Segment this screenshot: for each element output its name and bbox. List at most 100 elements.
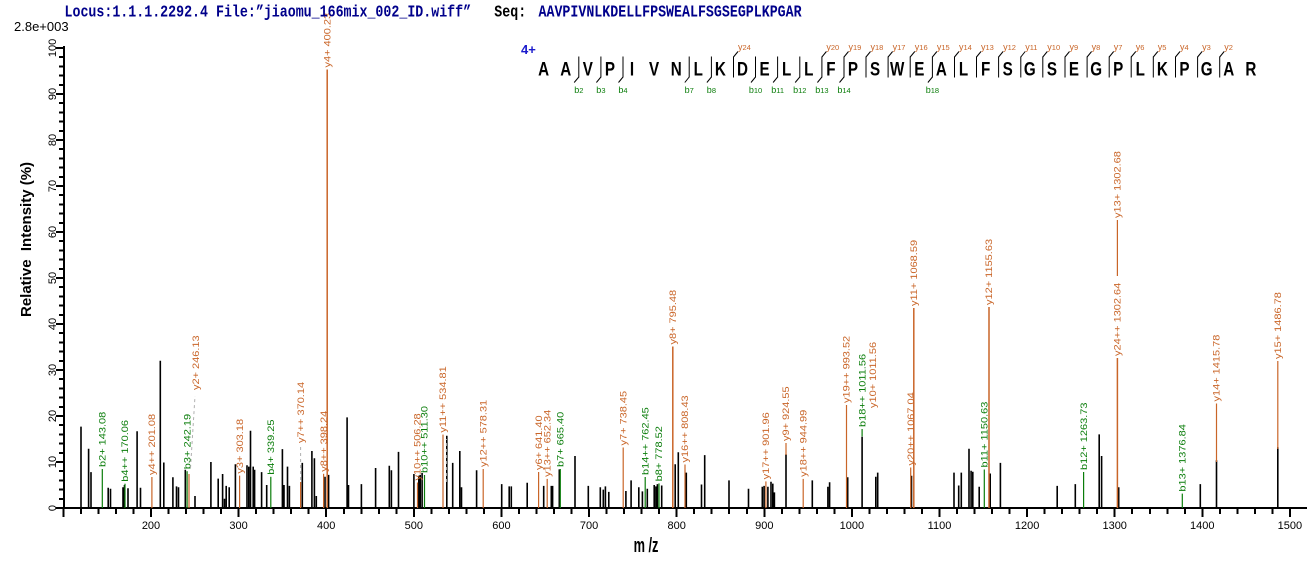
svg-text:70: 70 xyxy=(47,180,59,192)
svg-text:E: E xyxy=(1069,58,1079,80)
svg-text:2.8e+003: 2.8e+003 xyxy=(14,19,69,34)
svg-text:L: L xyxy=(959,58,968,80)
svg-text:b12+ 1263.73: b12+ 1263.73 xyxy=(1080,402,1090,470)
svg-text:N: N xyxy=(671,58,682,80)
svg-text:R: R xyxy=(1245,58,1256,80)
svg-text:y18: y18 xyxy=(871,42,884,52)
svg-text:A: A xyxy=(936,58,947,80)
svg-text:50: 50 xyxy=(47,272,59,284)
svg-text:10: 10 xyxy=(47,456,59,468)
svg-text:b12: b12 xyxy=(793,85,806,95)
svg-text:y3: y3 xyxy=(1202,42,1211,52)
svg-text:L: L xyxy=(804,58,813,80)
svg-text:b18++ 1011.56: b18++ 1011.56 xyxy=(858,354,868,427)
svg-text:L: L xyxy=(782,58,791,80)
svg-text:y13++ 652.34: y13++ 652.34 xyxy=(543,409,553,477)
svg-text:1300: 1300 xyxy=(1102,520,1126,532)
svg-text:b11+ 1150.63: b11+ 1150.63 xyxy=(980,401,990,467)
svg-text:S: S xyxy=(1047,58,1057,80)
svg-text:y17: y17 xyxy=(893,42,906,52)
svg-text:y12+ 1155.63: y12+ 1155.63 xyxy=(985,239,995,305)
svg-text:y12: y12 xyxy=(1003,42,1016,52)
svg-text:y4: y4 xyxy=(1180,42,1189,52)
svg-text:P: P xyxy=(848,58,858,80)
svg-text:b13+ 1376.84: b13+ 1376.84 xyxy=(1178,424,1188,492)
svg-text:y13: y13 xyxy=(981,42,994,52)
svg-text:y16: y16 xyxy=(915,42,928,52)
svg-text:y10++ 506.28: y10++ 506.28 xyxy=(413,413,423,481)
svg-text:90: 90 xyxy=(47,88,59,100)
svg-text:E: E xyxy=(760,58,770,80)
svg-text:W: W xyxy=(890,58,905,80)
svg-text:y15+ 1486.78: y15+ 1486.78 xyxy=(1274,292,1284,359)
svg-text:b7+ 665.40: b7+ 665.40 xyxy=(556,411,566,467)
svg-text:y9+ 924.55: y9+ 924.55 xyxy=(782,386,792,441)
svg-text:1200: 1200 xyxy=(1015,520,1039,532)
svg-text:y4+ 400.23: y4+ 400.23 xyxy=(323,12,333,67)
svg-text:K: K xyxy=(715,58,726,80)
svg-text:y2+ 246.13: y2+ 246.13 xyxy=(192,335,202,390)
svg-text:y16++ 808.43: y16++ 808.43 xyxy=(681,395,691,463)
svg-text:F: F xyxy=(826,58,835,80)
svg-text:y14: y14 xyxy=(959,42,972,52)
svg-text:1000: 1000 xyxy=(840,520,864,532)
svg-text:y8++ 398.24: y8++ 398.24 xyxy=(320,410,330,471)
svg-text:y19++ 993.52: y19++ 993.52 xyxy=(842,335,852,403)
svg-text:700: 700 xyxy=(580,520,598,532)
svg-text:Seq:: Seq: xyxy=(494,2,526,22)
svg-text:b10: b10 xyxy=(749,85,762,95)
svg-text:20: 20 xyxy=(47,410,59,422)
svg-text:y13+ 1302.68: y13+ 1302.68 xyxy=(1113,151,1123,218)
svg-text:AAVPIVNLKDELLFPSWEALFSGSEGPLKP: AAVPIVNLKDELLFPSWEALFSGSEGPLKPGAR xyxy=(539,2,803,22)
svg-text:K: K xyxy=(1157,58,1168,80)
svg-text:y11+ 1068.59: y11+ 1068.59 xyxy=(910,240,920,306)
svg-text:b4++ 170.06: b4++ 170.06 xyxy=(121,420,131,482)
svg-text:y4++ 201.08: y4++ 201.08 xyxy=(148,414,158,475)
svg-text:V: V xyxy=(649,58,660,80)
svg-text:500: 500 xyxy=(405,520,423,532)
svg-text:y3+ 303.18: y3+ 303.18 xyxy=(236,419,246,474)
svg-text:y20: y20 xyxy=(826,42,839,52)
svg-text:y14+ 1415.78: y14+ 1415.78 xyxy=(1212,334,1222,401)
svg-text:y7++ 370.14: y7++ 370.14 xyxy=(297,382,307,443)
svg-text:I: I xyxy=(630,58,634,80)
svg-text:V: V xyxy=(583,58,594,80)
svg-text:P: P xyxy=(1113,58,1123,80)
svg-text:y7: y7 xyxy=(1114,42,1123,52)
svg-text:b11: b11 xyxy=(771,85,784,95)
svg-text:y10+ 1011.56: y10+ 1011.56 xyxy=(869,342,879,408)
svg-text:y6+ 641.40: y6+ 641.40 xyxy=(535,415,545,470)
svg-text:b4: b4 xyxy=(618,85,627,95)
svg-text:F: F xyxy=(981,58,990,80)
svg-text:y11: y11 xyxy=(1025,42,1037,52)
svg-text:b13: b13 xyxy=(815,85,828,95)
svg-text:b2: b2 xyxy=(574,85,583,95)
svg-text:y5: y5 xyxy=(1158,42,1167,52)
svg-text:y15: y15 xyxy=(937,42,950,52)
svg-text:1100: 1100 xyxy=(928,520,952,532)
svg-text:m /z: m /z xyxy=(634,534,659,557)
svg-text:y19: y19 xyxy=(849,42,862,52)
svg-text:A: A xyxy=(560,58,571,80)
svg-text:b10++ 511.30: b10++ 511.30 xyxy=(420,406,430,473)
svg-text:y2: y2 xyxy=(1224,42,1233,52)
svg-text:Relative Intensity (%): Relative Intensity (%) xyxy=(18,162,35,317)
svg-text:800: 800 xyxy=(668,520,686,532)
svg-text:L: L xyxy=(694,58,703,80)
svg-text:y10: y10 xyxy=(1047,42,1060,52)
svg-text:b4+ 339.25: b4+ 339.25 xyxy=(267,419,277,475)
svg-text:0: 0 xyxy=(47,505,59,511)
svg-text:G: G xyxy=(1024,58,1036,80)
svg-text:y20++ 1067.04: y20++ 1067.04 xyxy=(907,392,917,466)
svg-text:P: P xyxy=(1179,58,1189,80)
svg-text:900: 900 xyxy=(755,520,773,532)
svg-text:S: S xyxy=(870,58,880,80)
svg-text:30: 30 xyxy=(47,364,59,376)
svg-text:b14++ 762.45: b14++ 762.45 xyxy=(641,407,651,475)
svg-text:1500: 1500 xyxy=(1278,520,1302,532)
svg-text:y8: y8 xyxy=(1092,42,1101,52)
svg-text:1400: 1400 xyxy=(1190,520,1214,532)
svg-text:4+: 4+ xyxy=(521,42,536,57)
svg-text:b2+ 143.08: b2+ 143.08 xyxy=(98,411,108,467)
svg-text:G: G xyxy=(1201,58,1213,80)
